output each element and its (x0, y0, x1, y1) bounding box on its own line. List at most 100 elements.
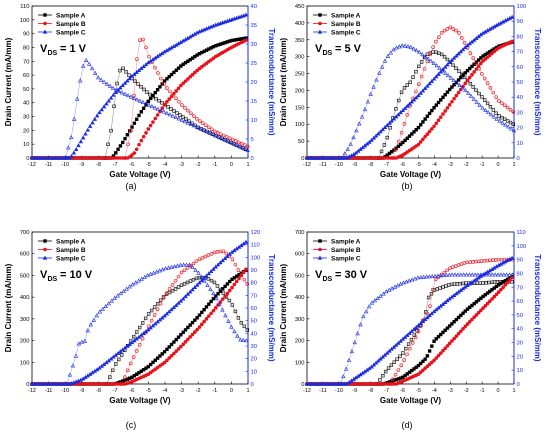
gm-point (115, 293, 120, 298)
id-point (438, 69, 443, 74)
gm-point (208, 286, 213, 292)
gm-point (435, 273, 441, 278)
gm-point (366, 304, 372, 309)
gm-point (395, 357, 399, 361)
legend-label: Sample B (331, 247, 361, 254)
y2-tick-label: 70 (517, 285, 523, 291)
gm-point (402, 121, 407, 126)
id-point (494, 292, 499, 297)
id-point (440, 67, 446, 72)
gm-point (488, 86, 493, 90)
id-point (200, 65, 204, 69)
id-point (155, 319, 160, 324)
gm-point (410, 341, 415, 345)
id-point (223, 284, 227, 289)
id-point (441, 330, 445, 335)
y-axis-title: Drain Current (mA/mm) (279, 37, 288, 126)
gm-point (173, 114, 179, 120)
id-point (136, 67, 142, 72)
gm-point (465, 90, 471, 95)
gm-point (89, 66, 95, 71)
id-point (382, 352, 388, 357)
id-point (405, 136, 410, 140)
id-point (432, 106, 436, 110)
id-point (209, 58, 213, 62)
gm-point (236, 316, 241, 320)
id-point (85, 127, 91, 132)
id-point (438, 115, 443, 119)
y2-tick-label: 100 (517, 244, 527, 250)
id-point (71, 150, 77, 155)
gm-point (184, 117, 188, 121)
id-point (120, 83, 125, 88)
id-point (403, 138, 407, 143)
vds-annotation: V DS = 1 V (40, 43, 87, 57)
legend-marker (317, 255, 323, 260)
legend-label: Sample B (56, 247, 86, 254)
x-tick-label: -1 (212, 388, 217, 394)
id-point (179, 64, 183, 68)
gm-point (377, 70, 382, 75)
id-point (461, 311, 465, 315)
gm-point (110, 85, 116, 90)
gm-point (152, 305, 157, 309)
gm-point (148, 271, 153, 276)
gm-point (416, 329, 421, 334)
y-tick-label: 0 (301, 382, 304, 388)
id-point (172, 70, 176, 75)
y2-tick-label: 0 (251, 382, 254, 388)
y-tick-label: 700 (20, 230, 30, 236)
y-tick-label: 400 (295, 21, 305, 27)
gm-point (406, 342, 411, 346)
id-point (99, 107, 104, 112)
id-point (207, 302, 211, 306)
gm-point (497, 99, 501, 103)
id-point (118, 85, 123, 90)
gm-point (494, 111, 498, 115)
gm-point (388, 50, 393, 55)
gm-point (242, 146, 247, 151)
x-tick-label: 0 (497, 162, 500, 168)
gm-point (232, 329, 237, 334)
legend-label: Sample C (331, 29, 361, 36)
gm-point (212, 280, 217, 285)
id-point (160, 106, 165, 110)
id-point (439, 332, 443, 337)
id-point (414, 95, 419, 100)
x-tick-label: -9 (352, 388, 357, 394)
gm-point (184, 262, 189, 267)
y2-axis-title: Transconductance (mS/mm) (267, 254, 276, 361)
legend-label: Sample B (331, 21, 361, 28)
id-point (425, 132, 430, 136)
gm-point (201, 121, 205, 125)
gm-point (165, 86, 169, 90)
id-point (396, 340, 401, 345)
legend-marker (318, 247, 322, 252)
id-point (132, 71, 137, 76)
id-point (158, 354, 162, 358)
gm-point (71, 116, 77, 121)
gm-point (126, 142, 130, 147)
gm-point (445, 268, 449, 273)
id-point (209, 299, 213, 304)
id-point (225, 291, 230, 296)
gm-point (397, 98, 401, 103)
gm-point (132, 93, 136, 98)
gm-point (175, 263, 180, 268)
gm-point (419, 60, 424, 64)
id-point (479, 296, 483, 300)
gm-point (152, 313, 157, 317)
gm-point (203, 128, 209, 133)
vds-annotation: V DS = 5 V (315, 43, 362, 57)
id-point (463, 45, 468, 50)
id-point (202, 63, 206, 67)
gm-point (155, 307, 160, 312)
id-point (411, 326, 417, 331)
gm-point (128, 361, 133, 366)
id-point (178, 298, 184, 303)
gm-point (462, 40, 467, 45)
gm-point (405, 112, 410, 117)
id-point (510, 275, 514, 280)
id-point (436, 71, 441, 76)
gm-curve-line (341, 45, 515, 159)
